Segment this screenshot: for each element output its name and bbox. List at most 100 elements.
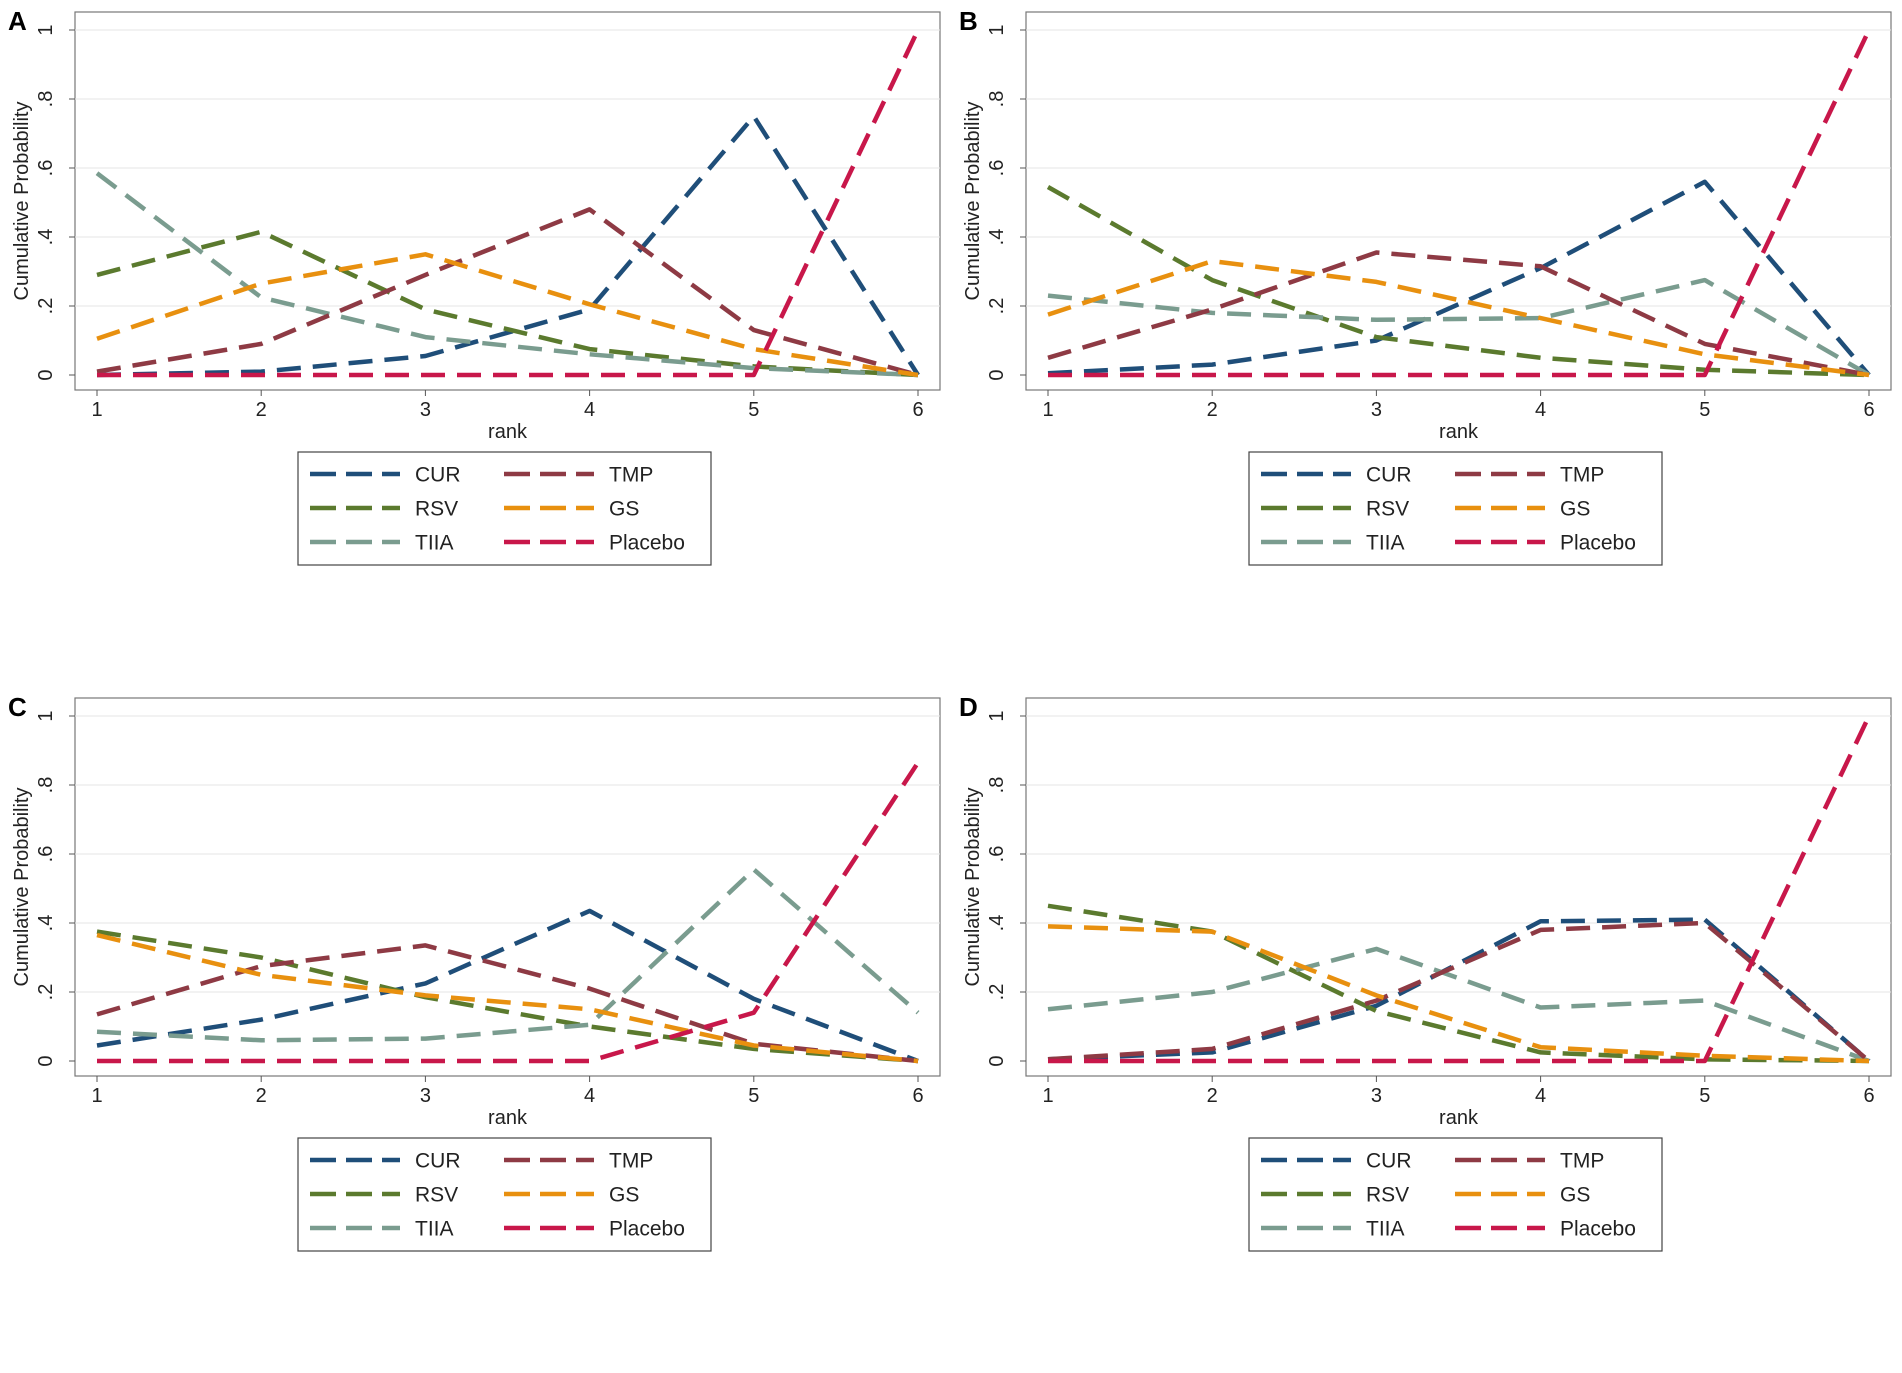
y-tick-label: 1	[986, 710, 1008, 721]
series-line-gs	[1047, 924, 1870, 1064]
legend-label-rsv: RSV	[415, 497, 458, 520]
plot-area	[74, 11, 941, 391]
x-axis-title: rank	[1439, 421, 1479, 443]
y-tick-label: 0	[986, 1055, 1008, 1066]
y-tick-label: .6	[35, 160, 57, 177]
y-tick-label: .2	[35, 984, 57, 1001]
series-line-placebo	[97, 29, 921, 378]
y-tick-label: 1	[986, 24, 1008, 35]
x-axis-title: rank	[1439, 1107, 1479, 1129]
y-axis-title: Cumulative Probability	[11, 788, 33, 987]
series-line-gs	[96, 252, 919, 378]
legend-label-tmp: TMP	[1560, 1149, 1604, 1172]
y-tick-label: .6	[986, 160, 1008, 177]
y-tick-label: .6	[986, 846, 1008, 863]
chart-panel-b: B 0 .2 .4 .6 .8 1 1 2 3 4 5 6 rank Cumulative Probabil…	[951, 0, 1902, 686]
y-tick-label: .6	[35, 846, 57, 863]
series-line-gs	[96, 932, 919, 1064]
legend-label-tiia: TIIA	[1366, 531, 1405, 554]
x-tick-label: 5	[748, 399, 759, 421]
x-tick-label: 3	[420, 399, 431, 421]
chart-svg-d: D 0 .2 .4 .6 .8 1 1 2 3 4 5 6 rank Cumulative Probabil…	[959, 692, 1892, 1252]
legend-label-gs: GS	[609, 1183, 639, 1206]
x-tick-label: 4	[1535, 1085, 1546, 1107]
x-tick-label: 3	[1371, 1085, 1382, 1107]
x-tick-label: 6	[912, 1085, 923, 1107]
series-line-gs	[1047, 258, 1870, 378]
chart-panel-c: C 0 .2 .4 .6 .8 1 1 2 3 4 5 6 rank Cumulative Probabil…	[0, 686, 951, 1372]
x-tick-label: 6	[1863, 1085, 1874, 1107]
legend-label-cur: CUR	[415, 1149, 461, 1172]
legend-label-tiia: TIIA	[1366, 1217, 1405, 1240]
legend-label-gs: GS	[609, 497, 639, 520]
panel-label: C	[8, 692, 27, 722]
series-line-tiia	[96, 867, 920, 1043]
series-line-tiia	[95, 171, 919, 378]
series-line-tmp	[1047, 250, 1870, 378]
legend-label-tmp: TMP	[1560, 463, 1604, 486]
series-line-rsv	[96, 929, 919, 1064]
y-tick-label: 0	[986, 369, 1008, 380]
y-tick-label: .2	[35, 298, 57, 315]
x-tick-label: 3	[420, 1085, 431, 1107]
y-axis-title: Cumulative Probability	[962, 788, 984, 987]
series-line-placebo	[97, 761, 920, 1064]
series-line-rsv	[1047, 903, 1870, 1064]
y-tick-label: .4	[986, 229, 1008, 246]
plot-area	[1025, 11, 1892, 391]
y-tick-label: .8	[35, 91, 57, 108]
y-tick-label: 0	[35, 369, 57, 380]
y-tick-label: .8	[986, 777, 1008, 794]
legend-label-cur: CUR	[1366, 1149, 1412, 1172]
plot-area	[74, 697, 941, 1077]
series-line-cur	[1047, 917, 1871, 1063]
x-tick-label: 1	[1042, 1085, 1053, 1107]
legend-label-rsv: RSV	[1366, 1183, 1409, 1206]
series-line-placebo	[1048, 715, 1872, 1064]
series-line-tiia	[1047, 946, 1870, 1064]
legend-label-tmp: TMP	[609, 1149, 653, 1172]
series-line-cur	[1047, 179, 1871, 377]
y-tick-label: .2	[986, 298, 1008, 315]
series-line-placebo	[1048, 29, 1872, 378]
y-tick-label: .2	[986, 984, 1008, 1001]
chart-svg-a: A 0 .2 .4 .6 .8 1 1 2 3 4 5 6 rank Cumulative Probabil…	[8, 6, 941, 566]
legend-label-tmp: TMP	[609, 463, 653, 486]
y-tick-label: .8	[986, 91, 1008, 108]
x-tick-label: 1	[91, 1085, 102, 1107]
y-axis-title: Cumulative Probability	[962, 102, 984, 301]
x-tick-label: 3	[1371, 399, 1382, 421]
x-tick-label: 2	[1207, 1085, 1218, 1107]
x-tick-label: 4	[584, 399, 595, 421]
y-tick-label: 1	[35, 24, 57, 35]
x-tick-label: 2	[1207, 399, 1218, 421]
x-tick-label: 1	[91, 399, 102, 421]
chart-svg-c: C 0 .2 .4 .6 .8 1 1 2 3 4 5 6 rank Cumulative Probabil…	[8, 692, 941, 1252]
x-tick-label: 2	[256, 399, 267, 421]
y-tick-label: .4	[35, 229, 57, 246]
x-tick-label: 2	[256, 1085, 267, 1107]
panel-label: D	[959, 692, 978, 722]
panel-label: A	[8, 6, 27, 36]
x-axis-title: rank	[488, 1107, 528, 1129]
x-axis-title: rank	[488, 421, 528, 443]
series-line-tiia	[1047, 277, 1871, 377]
legend-label-cur: CUR	[415, 463, 461, 486]
legend-label-placebo: Placebo	[609, 1217, 685, 1240]
series-line-cur	[96, 114, 920, 378]
series-line-rsv	[1046, 185, 1870, 378]
legend-label-gs: GS	[1560, 1183, 1590, 1206]
chart-svg-b: B 0 .2 .4 .6 .8 1 1 2 3 4 5 6 rank Cumulative Probabil…	[959, 6, 1892, 566]
legend-label-cur: CUR	[1366, 463, 1412, 486]
legend-label-placebo: Placebo	[609, 531, 685, 554]
legend-label-gs: GS	[1560, 497, 1590, 520]
y-tick-label: .4	[35, 915, 57, 932]
chart-panel-d: D 0 .2 .4 .6 .8 1 1 2 3 4 5 6 rank Cumulative Probabil…	[951, 686, 1902, 1372]
x-tick-label: 4	[1535, 399, 1546, 421]
series-line-rsv	[96, 229, 919, 378]
plot-area	[1025, 697, 1892, 1077]
x-tick-label: 1	[1042, 399, 1053, 421]
legend-label-tiia: TIIA	[415, 531, 454, 554]
y-tick-label: .4	[986, 915, 1008, 932]
panel-label: B	[959, 6, 978, 36]
